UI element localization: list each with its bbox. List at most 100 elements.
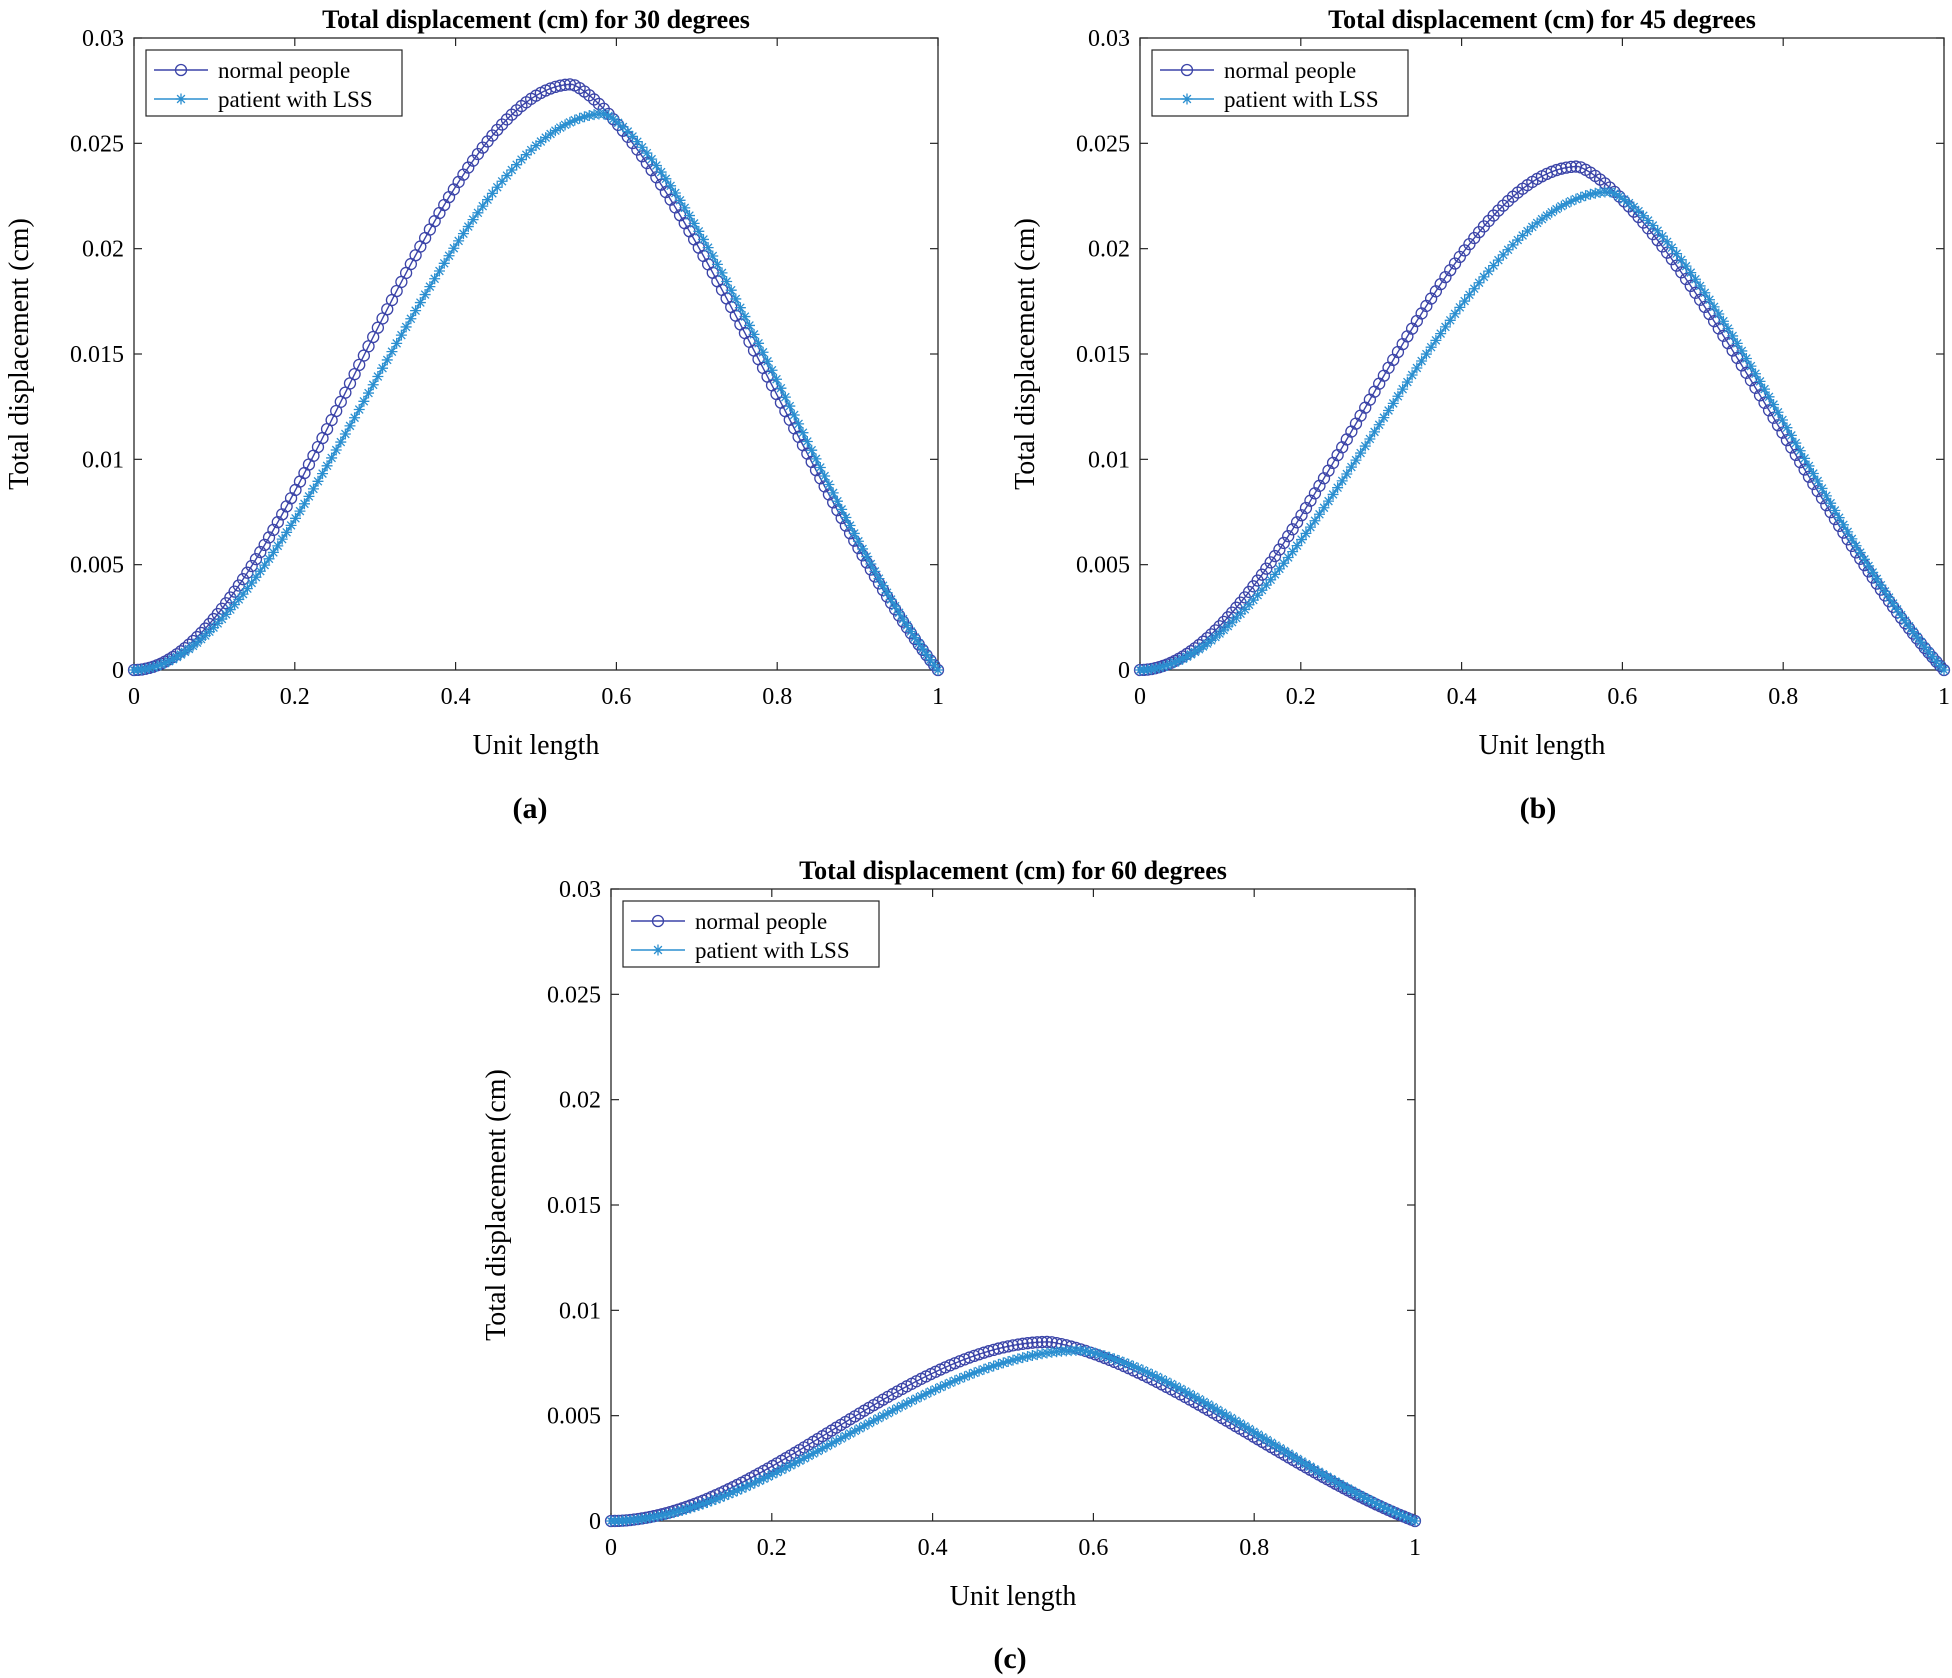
x-tick-label: 0	[605, 1535, 617, 1561]
x-tick-label: 0	[128, 684, 140, 710]
marker-star	[1177, 653, 1189, 665]
x-axis-label: Unit length	[1479, 730, 1606, 761]
marker-star	[339, 428, 351, 440]
marker-star	[1002, 1355, 1014, 1367]
marker-star	[1938, 664, 1950, 676]
marker-star	[486, 187, 498, 199]
x-tick-label: 1	[1409, 1535, 1421, 1561]
x-tick-label: 0	[1134, 684, 1146, 710]
y-tick-label: 0.015	[1076, 342, 1130, 368]
marker-star	[183, 643, 195, 655]
marker-star	[794, 1455, 806, 1467]
marker-star	[797, 427, 809, 439]
marker-star	[363, 387, 375, 399]
marker-star	[1382, 1503, 1394, 1515]
marker-star	[827, 487, 839, 499]
marker-star	[1278, 1445, 1290, 1457]
marker-star	[1671, 248, 1683, 260]
marker-star	[858, 1420, 870, 1432]
marker-star	[1536, 213, 1548, 225]
marker-star	[367, 379, 379, 391]
marker-star	[1137, 1364, 1149, 1376]
marker-star	[784, 1459, 796, 1471]
legend: normal people patient with LSS	[145, 49, 403, 117]
x-axis-label: Unit length	[950, 1581, 1077, 1612]
marker-star	[693, 1499, 705, 1511]
marker-star	[1708, 301, 1720, 313]
marker-star	[1214, 628, 1226, 640]
marker-star	[1170, 1380, 1182, 1392]
marker-star	[467, 214, 479, 226]
marker-star	[656, 1509, 668, 1521]
marker-circle	[1273, 543, 1286, 556]
marker-star	[714, 1492, 726, 1504]
marker-star	[730, 293, 742, 305]
marker-star	[1118, 1356, 1130, 1368]
marker-star	[335, 436, 347, 448]
marker-star	[1637, 210, 1649, 222]
legend-label: normal people	[218, 58, 350, 83]
marker-star	[1193, 643, 1205, 655]
marker-star	[901, 1397, 913, 1409]
marker-star	[391, 337, 403, 349]
marker-star	[1390, 1507, 1402, 1519]
legend-marker-star	[652, 944, 664, 956]
marker-star	[973, 1365, 985, 1377]
marker-star	[697, 233, 709, 245]
marker-star	[669, 187, 681, 199]
marker-star	[905, 626, 917, 638]
marker-circle	[1011, 1338, 1024, 1351]
marker-star	[1185, 648, 1197, 660]
marker-star	[167, 653, 179, 665]
marker-star	[1570, 193, 1582, 205]
marker-star	[1265, 1437, 1277, 1449]
marker-star	[1759, 383, 1771, 395]
marker-star	[1207, 1401, 1219, 1413]
marker-star	[1454, 301, 1466, 313]
marker-star	[1188, 1391, 1200, 1403]
marker-star	[1736, 345, 1748, 357]
marker-star	[1156, 1373, 1168, 1385]
marker-star	[321, 460, 333, 472]
marker-star	[812, 1445, 824, 1457]
marker-star	[433, 265, 445, 277]
marker-star	[1198, 1396, 1210, 1408]
marker-star	[891, 1402, 903, 1414]
marker-star	[1362, 1493, 1374, 1505]
marker-star	[1749, 368, 1761, 380]
marker-star	[1666, 242, 1678, 254]
marker-star	[844, 1427, 856, 1439]
marker-star	[1243, 1423, 1255, 1435]
marker-star	[1287, 546, 1299, 558]
marker-star	[910, 1393, 922, 1405]
y-tick-label: 0.01	[1088, 447, 1130, 473]
marker-circle	[1564, 160, 1578, 174]
marker-star	[655, 166, 667, 178]
chart-title: Total displacement (cm) for 30 degrees	[322, 5, 750, 34]
marker-star	[1772, 406, 1784, 418]
marker-star	[1551, 203, 1563, 215]
marker-star	[1338, 1480, 1350, 1492]
marker-star	[372, 371, 384, 382]
y-tick-label: 0	[1118, 658, 1130, 684]
marker-star	[1127, 1360, 1139, 1372]
marker-star	[710, 1493, 722, 1505]
marker-star	[758, 1473, 770, 1485]
marker-star	[1911, 631, 1923, 643]
marker-star	[1291, 1453, 1303, 1465]
marker-star	[1923, 646, 1935, 658]
marker-star	[515, 154, 527, 166]
marker-star	[798, 1452, 810, 1464]
marker-star	[1850, 540, 1862, 552]
marker-star	[1871, 573, 1883, 585]
y-tick-label: 0.01	[559, 1298, 601, 1324]
marker-star	[1296, 1455, 1308, 1467]
marker-star	[622, 126, 634, 138]
marker-star	[1007, 1354, 1019, 1366]
x-tick-label: 0.8	[1768, 684, 1798, 710]
marker-star	[1699, 287, 1711, 299]
marker-circle	[1035, 1335, 1049, 1349]
marker-star	[1727, 330, 1739, 342]
marker-star	[1146, 1369, 1158, 1381]
marker-star	[1386, 1505, 1398, 1517]
